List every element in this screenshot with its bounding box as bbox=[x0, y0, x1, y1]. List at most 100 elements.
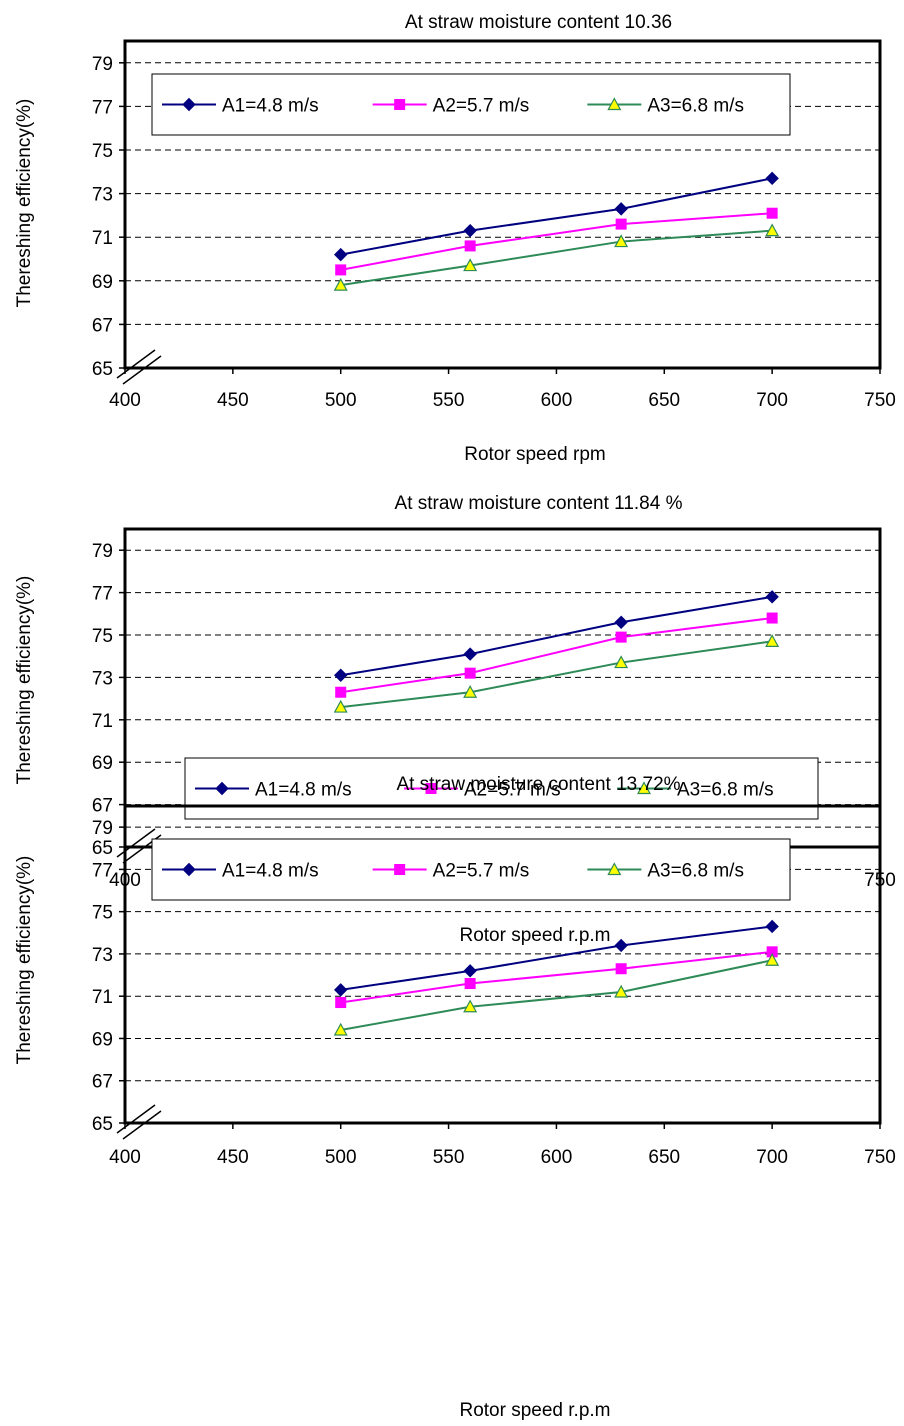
chart-title: At straw moisture content 13.72% bbox=[396, 774, 680, 795]
x-tick-label: 600 bbox=[541, 1147, 573, 1168]
legend-box bbox=[184, 757, 819, 820]
y-axis-label: Thereshing efficiency(%) bbox=[14, 856, 35, 1065]
data-point bbox=[334, 247, 348, 262]
legend-label: A3=6.8 m/s bbox=[677, 780, 774, 801]
series-line-3 bbox=[340, 640, 773, 709]
chart-panel-1: At straw moisture content 10.36 65 67 69 71 7… bbox=[14, 12, 896, 465]
series-line-1 bbox=[340, 177, 773, 256]
y-tick-label: 69 bbox=[92, 1029, 113, 1050]
x-tick-label: 750 bbox=[864, 1147, 896, 1168]
axis-break-mark bbox=[116, 828, 156, 858]
y-tick-label: 77 bbox=[92, 97, 113, 118]
y-tick-label: 69 bbox=[92, 753, 113, 774]
data-point bbox=[765, 953, 780, 966]
y-tick-label: 69 bbox=[92, 272, 113, 293]
x-tick-label: 550 bbox=[433, 390, 465, 411]
legend-label: A1=4.8 m/s bbox=[255, 780, 352, 801]
axis-break-mark bbox=[122, 355, 162, 385]
data-point bbox=[464, 667, 476, 679]
series-line-2 bbox=[340, 950, 773, 1004]
x-tick-label: 650 bbox=[648, 390, 680, 411]
data-point bbox=[614, 615, 628, 629]
data-point bbox=[334, 668, 348, 682]
data-point bbox=[463, 964, 477, 978]
legend-label: A2=5.7 m/s bbox=[433, 96, 530, 117]
legend-marker bbox=[215, 781, 229, 796]
data-point bbox=[765, 171, 779, 186]
legend-label: A1=4.8 m/s bbox=[222, 861, 319, 882]
y-tick-label: 65 bbox=[92, 359, 113, 380]
y-tick-label: 77 bbox=[92, 584, 113, 605]
data-point bbox=[765, 590, 779, 604]
data-point bbox=[335, 997, 347, 1009]
legend-label: A1=4.8 m/s bbox=[222, 96, 319, 117]
x-tick-label: 550 bbox=[433, 1147, 465, 1168]
data-point bbox=[614, 938, 628, 953]
data-point bbox=[335, 264, 347, 276]
data-point bbox=[463, 223, 477, 238]
data-point bbox=[463, 684, 478, 698]
legend-label: A3=6.8 m/s bbox=[647, 861, 744, 882]
data-point bbox=[464, 240, 476, 252]
x-tick-label: 400 bbox=[109, 1147, 141, 1168]
legend-marker bbox=[394, 99, 406, 110]
x-tick-label: 400 bbox=[109, 390, 141, 411]
x-tick-label: 650 bbox=[648, 1147, 680, 1168]
legend-marker bbox=[182, 97, 196, 112]
x-tick-label: 750 bbox=[864, 390, 896, 411]
data-point bbox=[614, 234, 629, 248]
y-tick-label: 67 bbox=[92, 315, 113, 336]
legend-box bbox=[151, 838, 791, 901]
y-tick-label: 75 bbox=[92, 903, 113, 924]
data-point bbox=[333, 1022, 348, 1036]
data-point bbox=[615, 631, 627, 643]
axis-break-mark bbox=[116, 1104, 156, 1134]
y-tick-label: 75 bbox=[92, 626, 113, 647]
series-line-1 bbox=[340, 925, 773, 991]
x-axis-label: Rotor speed r.p.m bbox=[459, 925, 610, 946]
y-tick-label: 71 bbox=[92, 228, 113, 249]
series-line-3 bbox=[340, 959, 773, 1031]
legend-label: A2=5.7 m/s bbox=[464, 780, 561, 801]
y-tick-label: 71 bbox=[92, 711, 113, 732]
y-tick-label: 73 bbox=[92, 668, 113, 689]
data-point bbox=[615, 963, 627, 975]
chart-title: At straw moisture content 10.36 bbox=[405, 12, 672, 33]
x-tick-label: 500 bbox=[325, 1147, 357, 1168]
x-tick-label: 450 bbox=[217, 390, 249, 411]
y-axis-label: Thereshing efficiency(%) bbox=[14, 99, 35, 308]
axis-break-mark bbox=[122, 1110, 162, 1140]
data-point bbox=[463, 647, 477, 661]
legend-marker bbox=[425, 783, 437, 794]
data-point bbox=[766, 612, 778, 624]
axis-break-mark bbox=[116, 349, 156, 379]
legend-marker bbox=[636, 781, 652, 795]
legend-marker bbox=[607, 97, 622, 111]
x-axis-label: Rotor speed rpm bbox=[464, 444, 606, 465]
data-point bbox=[765, 223, 780, 237]
data-point bbox=[614, 202, 628, 216]
data-point bbox=[334, 983, 348, 997]
chart-panel-3: At straw moisture content 13.72% 65 67 69 71… bbox=[14, 774, 896, 1421]
data-point bbox=[464, 978, 476, 990]
y-tick-label: 77 bbox=[92, 860, 113, 881]
series-line-2 bbox=[340, 212, 773, 271]
y-tick-label: 73 bbox=[92, 945, 113, 966]
data-point bbox=[333, 277, 348, 291]
y-tick-label: 71 bbox=[92, 987, 113, 1008]
legend-label: A3=6.8 m/s bbox=[647, 96, 744, 117]
y-tick-label: 75 bbox=[92, 141, 113, 162]
y-tick-label: 79 bbox=[92, 54, 113, 75]
data-point bbox=[615, 218, 627, 230]
y-axis-label: Thereshing efficiency(%) bbox=[14, 576, 35, 785]
data-point bbox=[463, 258, 478, 272]
data-point bbox=[335, 686, 347, 698]
x-axis-label: Rotor speed r.p.m bbox=[459, 1400, 610, 1421]
data-point bbox=[614, 984, 629, 998]
y-tick-label: 79 bbox=[92, 818, 113, 839]
x-tick-label: 600 bbox=[541, 390, 573, 411]
x-tick-label: 700 bbox=[756, 1147, 788, 1168]
data-point bbox=[766, 207, 778, 219]
data-point bbox=[614, 655, 629, 669]
